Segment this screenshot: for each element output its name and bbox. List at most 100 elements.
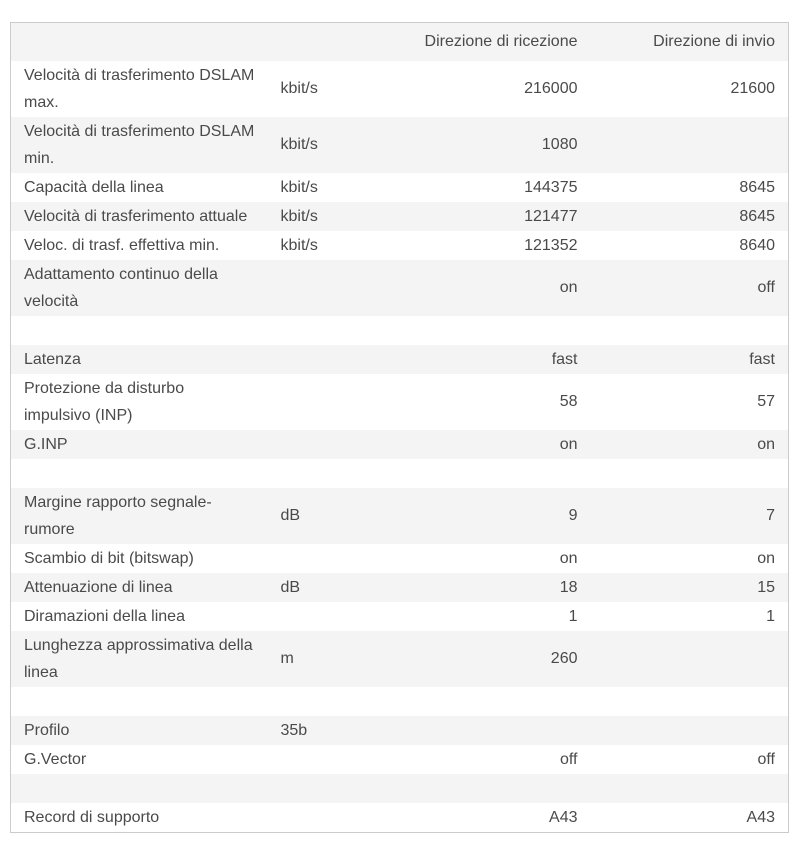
table-row-dslam-min: Velocità di trasferimento DSLAM min. kbi… — [10, 116, 789, 173]
dsl-line-info-table: Direzione di ricezione Direzione di invi… — [10, 22, 789, 833]
table-row-gvector: G.Vector off off — [11, 745, 789, 774]
send-value — [587, 116, 789, 173]
send-value — [588, 687, 789, 716]
receive-value: 144375 — [524, 178, 578, 196]
row-label: Velocità di trasferimento attuale — [10, 201, 281, 231]
row-unit: kbit/s — [280, 116, 356, 173]
receive-value: on — [355, 259, 588, 316]
receive-value: 121477 — [355, 201, 588, 231]
table-row-current-rate: Velocità di trasferimento attuale kbit/s… — [10, 201, 789, 231]
receive-value — [356, 316, 588, 345]
receive-value: fast — [355, 344, 588, 374]
send-value: 8640 — [739, 236, 775, 254]
receive-value — [355, 773, 588, 803]
header-direction-send: Direzione di invio — [587, 22, 789, 61]
header-direction-receive: Direzione di ricezione — [355, 22, 588, 61]
row-unit — [281, 803, 356, 833]
row-unit — [280, 429, 356, 459]
row-label: Veloc. di trasf. effettiva min. — [24, 236, 220, 254]
row-unit: kbit/s — [280, 80, 318, 97]
row-label: Protezione da disturbo impulsivo (INP) — [24, 379, 185, 424]
row-label: Margine rapporto segnale- rumore — [10, 487, 281, 544]
row-unit — [281, 544, 356, 573]
table-row-latency: Latenza fast fast — [10, 344, 789, 374]
row-label: G.Vector — [24, 750, 87, 768]
row-label: Scambio di bit (bitswap) — [24, 549, 194, 567]
receive-value: 1080 — [355, 116, 588, 173]
row-label: Diramazioni della linea — [24, 607, 185, 625]
row-label: Record di supporto — [24, 808, 160, 826]
receive-value: 58 — [559, 393, 578, 410]
send-value: 7 — [587, 487, 789, 544]
header-unit-column — [280, 22, 356, 61]
row-unit — [281, 602, 356, 631]
send-value — [587, 773, 789, 803]
row-unit: 35b — [280, 715, 356, 745]
row-label: Latenza — [10, 344, 281, 374]
receive-value — [355, 715, 588, 745]
row-unit: kbit/s — [280, 236, 318, 254]
spacer-row — [11, 316, 789, 345]
receive-value: on — [355, 429, 588, 459]
receive-value: on — [559, 549, 578, 567]
receive-value: 260 — [355, 630, 588, 687]
header-label-column — [10, 22, 281, 61]
row-unit — [281, 459, 356, 488]
receive-value: 216000 — [524, 80, 578, 97]
table-row-inp: Protezione da disturbo impulsivo (INP) 5… — [11, 374, 789, 430]
table-row-line-attenuation: Attenuazione di linea dB 18 15 — [10, 572, 789, 602]
row-label: Lunghezza approssimativa della linea — [10, 630, 281, 687]
row-unit: m — [280, 630, 356, 687]
send-value: A43 — [746, 808, 775, 826]
send-value — [587, 715, 789, 745]
table-row-bitswap: Scambio di bit (bitswap) on on — [11, 544, 789, 573]
send-value: 8645 — [739, 178, 775, 196]
receive-value: 18 — [355, 572, 588, 602]
row-label — [10, 773, 281, 803]
receive-value: 1 — [568, 607, 578, 625]
table-row-line-capacity: Capacità della linea kbit/s 144375 8645 — [11, 173, 789, 202]
send-value: 1 — [766, 607, 775, 625]
row-unit — [281, 374, 356, 430]
row-unit — [281, 687, 356, 716]
row-label — [11, 459, 281, 488]
row-label: G.INP — [10, 429, 281, 459]
table-row-line-length: Lunghezza approssimativa della linea m 2… — [10, 630, 789, 687]
dsl-info-container: Direzione di ricezione Direzione di invi… — [10, 22, 799, 833]
table-row-dslam-max: Velocità di trasferimento DSLAM max. kbi… — [11, 61, 789, 117]
send-value: off — [757, 750, 776, 768]
table-row-carrier-record: Record di supporto A43 A43 — [11, 803, 789, 833]
row-label — [11, 687, 281, 716]
row-label: Velocità di trasferimento DSLAM max. — [24, 66, 255, 111]
row-unit — [280, 344, 356, 374]
row-unit — [281, 745, 356, 774]
row-unit — [280, 773, 356, 803]
table-row-min-effective-rate: Veloc. di trasf. effettiva min. kbit/s 1… — [11, 231, 789, 260]
table-row-ginp: G.INP on on — [10, 429, 789, 459]
receive-value: 121352 — [524, 236, 578, 254]
row-unit: kbit/s — [280, 201, 356, 231]
row-label: Capacità della linea — [24, 178, 164, 196]
spacer-row — [11, 687, 789, 716]
receive-value: A43 — [549, 808, 578, 826]
table-row-bridge-taps: Diramazioni della linea 1 1 — [11, 602, 789, 631]
row-label: Attenuazione di linea — [10, 572, 281, 602]
receive-value: 9 — [355, 487, 588, 544]
row-unit: kbit/s — [280, 178, 318, 196]
table-header-row: Direzione di ricezione Direzione di invi… — [10, 22, 789, 61]
send-value: fast — [587, 344, 789, 374]
receive-value: off — [560, 750, 578, 768]
send-value: on — [757, 549, 775, 567]
row-label: Profilo — [10, 715, 281, 745]
send-value: off — [587, 259, 789, 316]
row-unit — [280, 259, 356, 316]
send-value — [587, 630, 789, 687]
receive-value — [356, 459, 588, 488]
row-label: Velocità di trasferimento DSLAM min. — [10, 116, 281, 173]
receive-value — [356, 687, 588, 716]
send-value: 8645 — [587, 201, 789, 231]
row-unit — [281, 316, 356, 345]
send-value — [588, 459, 789, 488]
row-unit: dB — [280, 572, 356, 602]
send-value — [588, 316, 789, 345]
